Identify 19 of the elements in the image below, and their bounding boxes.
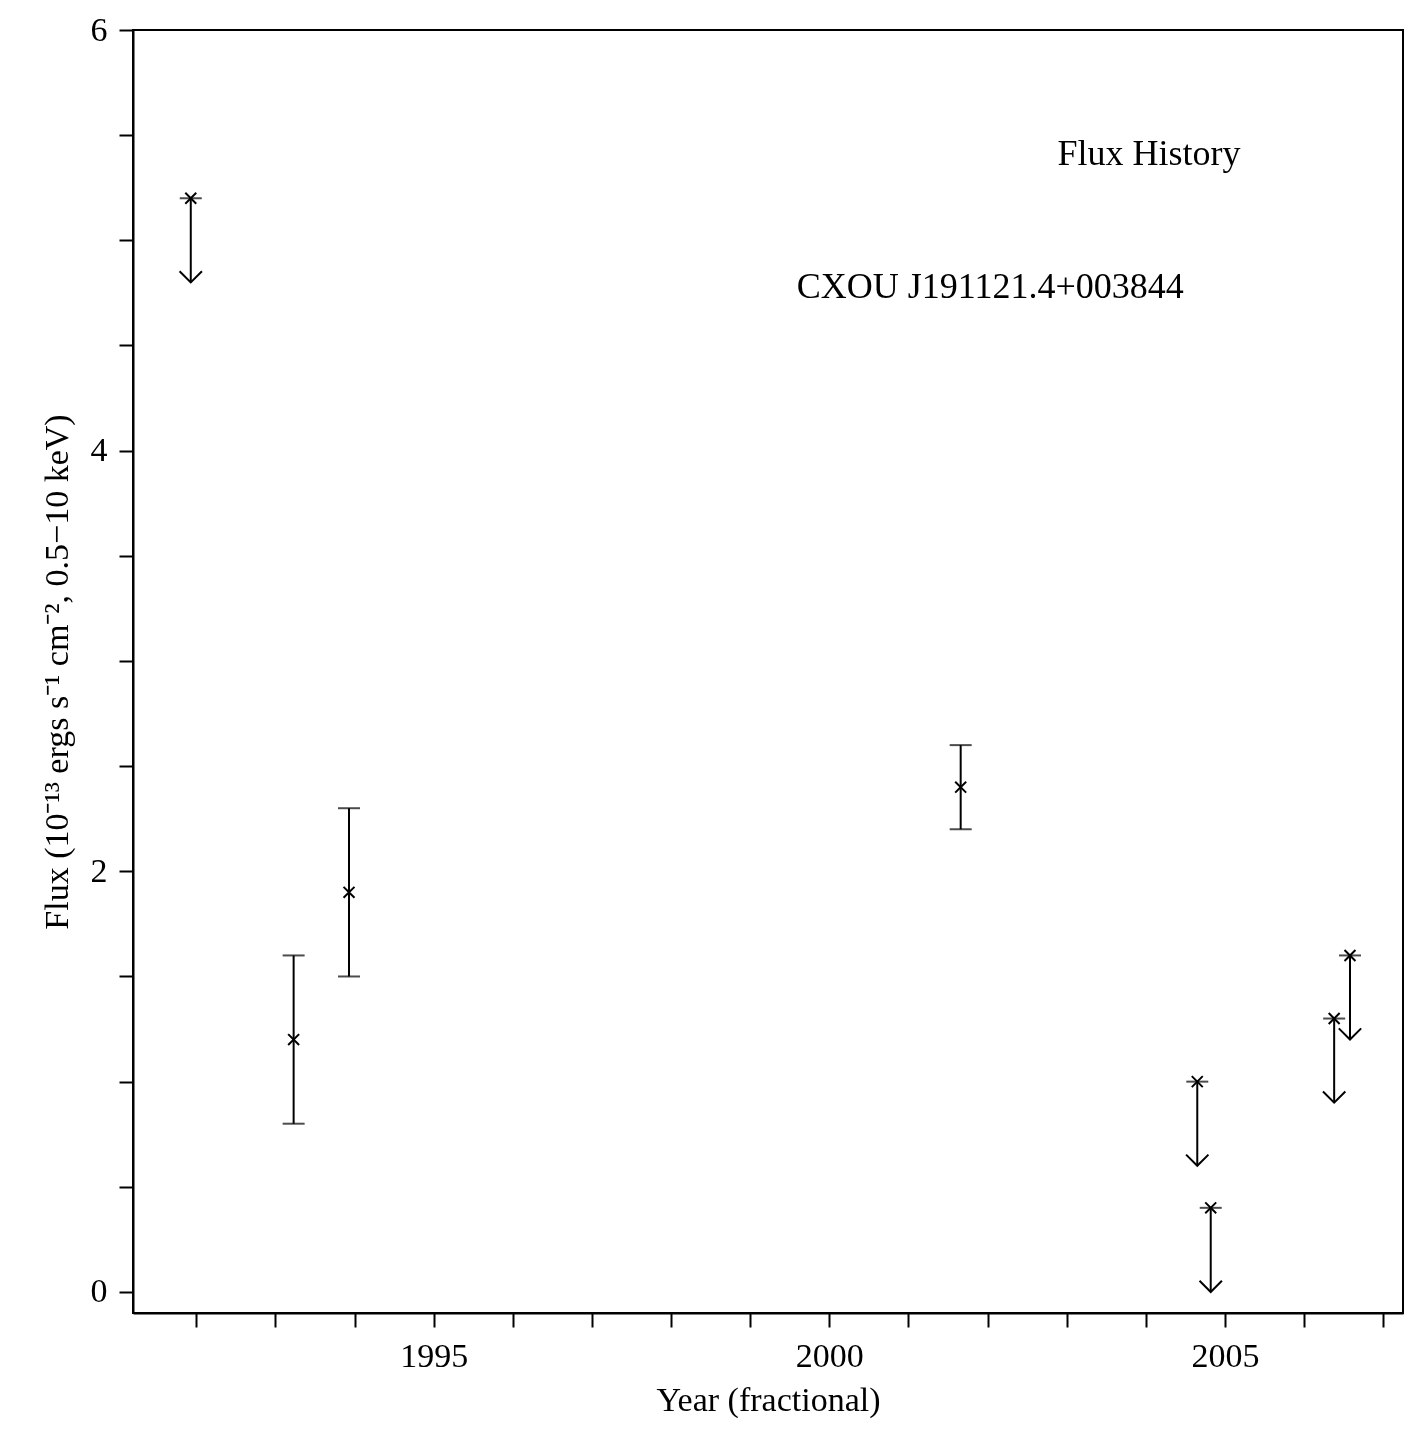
point <box>954 780 968 794</box>
annotation: CXOU J191121.4+003844 <box>796 265 1184 306</box>
point <box>1190 1075 1204 1089</box>
y-axis-title: Flux (10⁻¹³ ergs s⁻¹ cm⁻², 0.5−10 keV) <box>37 414 76 930</box>
x-tick-label: 2005 <box>1191 1336 1260 1374</box>
point <box>1343 948 1357 962</box>
point <box>184 191 198 205</box>
x-tick-label: 2000 <box>795 1336 864 1374</box>
point <box>287 1033 301 1047</box>
y-tick-label: 0 <box>90 1272 108 1310</box>
point <box>1327 1012 1341 1026</box>
point <box>1204 1201 1218 1215</box>
annotation: Flux History <box>1057 133 1241 174</box>
y-tick-label: 6 <box>90 10 108 48</box>
x-tick-label: 1995 <box>400 1336 469 1374</box>
y-tick-label: 4 <box>90 431 108 469</box>
x-axis-title: Year (fractional) <box>656 1380 881 1419</box>
y-tick-label: 2 <box>90 851 108 889</box>
point <box>342 885 356 899</box>
